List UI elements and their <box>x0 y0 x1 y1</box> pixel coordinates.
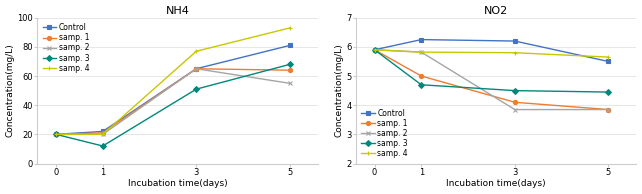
Control <box>511 40 519 42</box>
samp. 2 <box>605 108 612 111</box>
Title: NH4: NH4 <box>166 6 189 16</box>
samp. 1 <box>286 69 293 71</box>
Line: samp. 3: samp. 3 <box>372 48 611 94</box>
Line: samp. 4: samp. 4 <box>372 48 611 59</box>
Control <box>99 130 107 133</box>
samp. 2 <box>99 133 107 135</box>
samp. 3 <box>99 145 107 147</box>
samp. 3 <box>511 89 519 92</box>
Control <box>370 49 378 51</box>
Line: Control: Control <box>372 37 611 64</box>
Control <box>417 38 425 41</box>
Line: samp. 2: samp. 2 <box>54 67 292 136</box>
samp. 1 <box>99 132 107 134</box>
samp. 3 <box>193 88 200 90</box>
Control <box>286 44 293 47</box>
samp. 4 <box>417 51 425 53</box>
Control <box>605 60 612 63</box>
samp. 1 <box>370 49 378 51</box>
samp. 1 <box>417 75 425 77</box>
samp. 3 <box>370 49 378 51</box>
samp. 4 <box>370 49 378 51</box>
Control <box>193 68 200 70</box>
samp. 2 <box>286 82 293 84</box>
Line: Control: Control <box>54 43 292 136</box>
samp. 3 <box>52 133 60 135</box>
samp. 4 <box>52 133 60 135</box>
samp. 4 <box>99 133 107 135</box>
Control <box>52 133 60 135</box>
X-axis label: Incubation time(days): Incubation time(days) <box>128 179 227 188</box>
samp. 3 <box>286 63 293 66</box>
Y-axis label: Concentration(mg/L): Concentration(mg/L) <box>334 44 343 138</box>
Line: samp. 4: samp. 4 <box>54 26 292 136</box>
samp. 2 <box>52 133 60 135</box>
samp. 1 <box>511 101 519 103</box>
samp. 4 <box>286 27 293 29</box>
samp. 1 <box>193 68 200 70</box>
samp. 3 <box>605 91 612 93</box>
X-axis label: Incubation time(days): Incubation time(days) <box>446 179 546 188</box>
Legend: Control, samp. 1, samp. 2, samp. 3, samp. 4: Control, samp. 1, samp. 2, samp. 3, samp… <box>360 107 410 160</box>
Legend: Control, samp. 1, samp. 2, samp. 3, samp. 4: Control, samp. 1, samp. 2, samp. 3, samp… <box>41 22 91 74</box>
Line: samp. 2: samp. 2 <box>372 48 611 112</box>
samp. 2 <box>417 51 425 53</box>
Line: samp. 1: samp. 1 <box>372 48 611 112</box>
samp. 3 <box>417 84 425 86</box>
samp. 2 <box>511 108 519 111</box>
samp. 1 <box>605 108 612 111</box>
samp. 4 <box>605 56 612 58</box>
samp. 4 <box>193 50 200 52</box>
samp. 2 <box>370 49 378 51</box>
samp. 4 <box>511 52 519 54</box>
Y-axis label: Concentration(mg/L): Concentration(mg/L) <box>6 44 15 138</box>
Line: samp. 1: samp. 1 <box>54 67 292 136</box>
samp. 2 <box>193 68 200 70</box>
samp. 1 <box>52 133 60 135</box>
Title: NO2: NO2 <box>484 6 508 16</box>
Line: samp. 3: samp. 3 <box>54 62 292 148</box>
